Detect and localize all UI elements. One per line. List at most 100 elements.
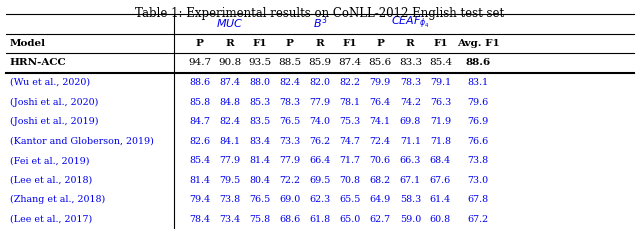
- Text: (Fei et al., 2019): (Fei et al., 2019): [10, 156, 89, 165]
- Text: 67.1: 67.1: [400, 176, 421, 185]
- Text: 62.7: 62.7: [370, 215, 391, 224]
- Text: 73.0: 73.0: [467, 176, 488, 185]
- Text: 71.9: 71.9: [430, 117, 451, 126]
- Text: (Joshi et al., 2020): (Joshi et al., 2020): [10, 98, 98, 107]
- Text: 68.6: 68.6: [279, 215, 301, 224]
- Text: 76.9: 76.9: [467, 117, 489, 126]
- Text: 76.5: 76.5: [279, 117, 301, 126]
- Text: 83.5: 83.5: [249, 117, 271, 126]
- Text: 71.8: 71.8: [430, 136, 451, 146]
- Text: 84.7: 84.7: [189, 117, 210, 126]
- Text: 69.8: 69.8: [400, 117, 421, 126]
- Text: 71.7: 71.7: [340, 156, 360, 165]
- Text: 76.2: 76.2: [309, 136, 331, 146]
- Text: $B^3$: $B^3$: [313, 15, 327, 31]
- Text: 59.0: 59.0: [400, 215, 421, 224]
- Text: 85.8: 85.8: [189, 98, 210, 106]
- Text: 82.0: 82.0: [310, 78, 330, 87]
- Text: 79.1: 79.1: [430, 78, 451, 87]
- Text: 85.4: 85.4: [429, 58, 452, 68]
- Text: 68.4: 68.4: [430, 156, 451, 165]
- Text: 75.8: 75.8: [249, 215, 270, 224]
- Text: 61.4: 61.4: [430, 195, 451, 204]
- Text: $CEAF_{\phi_4}$: $CEAF_{\phi_4}$: [391, 15, 430, 31]
- Text: 73.3: 73.3: [279, 136, 301, 146]
- Text: 74.7: 74.7: [340, 136, 360, 146]
- Text: HRN-ACC: HRN-ACC: [10, 58, 66, 68]
- Text: 72.4: 72.4: [370, 136, 390, 146]
- Text: 85.4: 85.4: [189, 156, 210, 165]
- Text: 76.4: 76.4: [370, 98, 391, 106]
- Text: 76.5: 76.5: [249, 195, 271, 204]
- Text: 79.9: 79.9: [369, 78, 391, 87]
- Text: 58.3: 58.3: [400, 195, 421, 204]
- Text: 77.9: 77.9: [279, 156, 300, 165]
- Text: 87.4: 87.4: [219, 78, 240, 87]
- Text: 79.6: 79.6: [467, 98, 489, 106]
- Text: 78.4: 78.4: [189, 215, 210, 224]
- Text: 73.8: 73.8: [467, 156, 488, 165]
- Text: 74.1: 74.1: [370, 117, 390, 126]
- Text: 76.6: 76.6: [467, 136, 489, 146]
- Text: 80.4: 80.4: [250, 176, 270, 185]
- Text: F1: F1: [433, 39, 448, 48]
- Text: (Lee et al., 2017): (Lee et al., 2017): [10, 215, 92, 224]
- Text: 84.1: 84.1: [219, 136, 240, 146]
- Text: 85.3: 85.3: [249, 98, 271, 106]
- Text: Table 1: Experimental results on CoNLL-2012 English test set: Table 1: Experimental results on CoNLL-2…: [136, 7, 504, 20]
- Text: 71.1: 71.1: [400, 136, 421, 146]
- Text: 78.1: 78.1: [340, 98, 360, 106]
- Text: 61.8: 61.8: [309, 215, 331, 224]
- Text: 88.6: 88.6: [465, 58, 491, 68]
- Text: P: P: [196, 39, 204, 48]
- Text: 93.5: 93.5: [248, 58, 271, 68]
- Text: 85.6: 85.6: [369, 58, 392, 68]
- Text: 88.6: 88.6: [189, 78, 210, 87]
- Text: (Wu et al., 2020): (Wu et al., 2020): [10, 78, 90, 87]
- Text: 85.9: 85.9: [308, 58, 332, 68]
- Text: Model: Model: [10, 39, 45, 48]
- Text: (Kantor and Globerson, 2019): (Kantor and Globerson, 2019): [10, 136, 154, 146]
- Text: 67.2: 67.2: [467, 215, 488, 224]
- Text: 60.8: 60.8: [430, 215, 451, 224]
- Text: 65.0: 65.0: [339, 215, 361, 224]
- Text: 90.8: 90.8: [218, 58, 241, 68]
- Text: 73.8: 73.8: [219, 195, 240, 204]
- Text: F1: F1: [252, 39, 267, 48]
- Text: 68.2: 68.2: [370, 176, 391, 185]
- Text: R: R: [316, 39, 324, 48]
- Text: 77.9: 77.9: [219, 156, 240, 165]
- Text: 75.3: 75.3: [339, 117, 361, 126]
- Text: (Zhang et al., 2018): (Zhang et al., 2018): [10, 195, 105, 204]
- Text: 69.0: 69.0: [279, 195, 301, 204]
- Text: 78.3: 78.3: [400, 78, 421, 87]
- Text: 78.3: 78.3: [279, 98, 300, 106]
- Text: 67.6: 67.6: [430, 176, 451, 185]
- Text: 82.4: 82.4: [280, 78, 300, 87]
- Text: 74.0: 74.0: [310, 117, 330, 126]
- Text: 88.5: 88.5: [278, 58, 301, 68]
- Text: 81.4: 81.4: [189, 176, 210, 185]
- Text: 84.8: 84.8: [219, 98, 240, 106]
- Text: F1: F1: [343, 39, 357, 48]
- Text: 73.4: 73.4: [219, 215, 240, 224]
- Text: 79.4: 79.4: [189, 195, 210, 204]
- Text: 62.3: 62.3: [309, 195, 331, 204]
- Text: 65.5: 65.5: [339, 195, 361, 204]
- Text: R: R: [406, 39, 415, 48]
- Text: 66.4: 66.4: [309, 156, 331, 165]
- Text: P: P: [286, 39, 294, 48]
- Text: 76.3: 76.3: [430, 98, 451, 106]
- Text: 88.0: 88.0: [250, 78, 270, 87]
- Text: 82.4: 82.4: [219, 117, 240, 126]
- Text: 82.6: 82.6: [189, 136, 210, 146]
- Text: 74.2: 74.2: [400, 98, 421, 106]
- Text: 66.3: 66.3: [399, 156, 421, 165]
- Text: 79.5: 79.5: [219, 176, 240, 185]
- Text: 87.4: 87.4: [339, 58, 362, 68]
- Text: 83.1: 83.1: [467, 78, 488, 87]
- Text: 70.6: 70.6: [370, 156, 391, 165]
- Text: P: P: [376, 39, 384, 48]
- Text: 82.2: 82.2: [340, 78, 360, 87]
- Text: 70.8: 70.8: [340, 176, 360, 185]
